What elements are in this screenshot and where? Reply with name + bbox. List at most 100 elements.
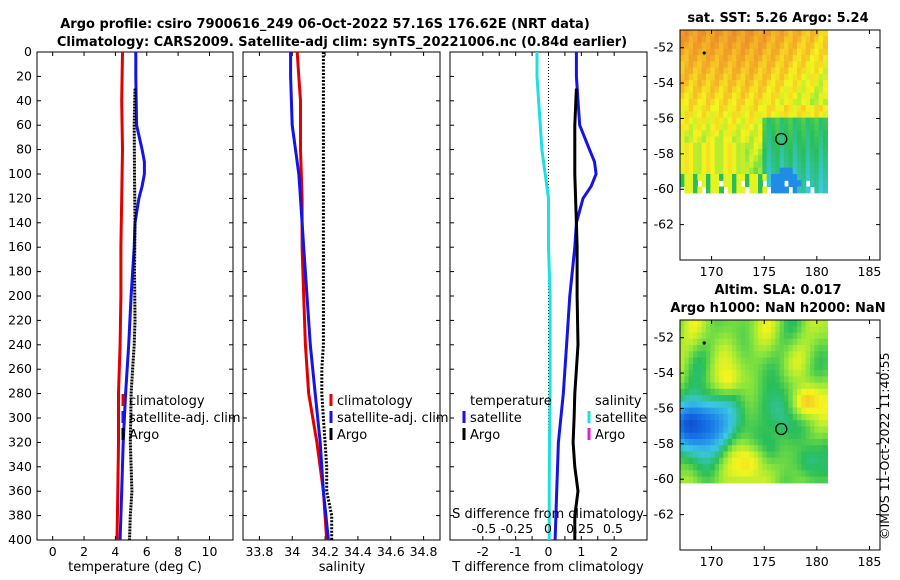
heatmap-cell (693, 117, 698, 125)
heatmap-cell (797, 363, 802, 371)
heatmap-cell (758, 105, 763, 112)
heatmap-cell (697, 86, 703, 94)
heatmap-cell (801, 463, 807, 471)
heatmap-cell (758, 376, 763, 384)
heatmap-cell (727, 155, 733, 163)
heatmap-cell (762, 320, 768, 327)
heatmap-cell (701, 320, 707, 327)
heatmap-cell (740, 130, 746, 138)
heatmap-cell (810, 155, 815, 163)
heatmap-cell (788, 382, 794, 390)
heatmap-cell (732, 463, 737, 471)
heatmap-cell (814, 363, 820, 371)
heatmap-cell (801, 86, 807, 94)
heatmap-cell (788, 30, 794, 37)
heatmap-cell (771, 186, 776, 194)
heatmap-cell (775, 55, 781, 62)
heatmap-cell (688, 376, 694, 384)
heatmap-cell (710, 426, 716, 434)
heatmap-cell (740, 86, 746, 94)
heatmap-cell (784, 445, 789, 453)
heatmap-cell (810, 363, 815, 371)
heatmap-cell (775, 142, 781, 150)
heatmap-cell (792, 173, 798, 181)
heatmap-cell (732, 401, 737, 409)
heatmap-cell (727, 438, 733, 446)
temperature-xlabel: temperature (deg C) (68, 560, 202, 575)
heatmap-cell (758, 42, 763, 50)
heatmap-cell (680, 363, 685, 371)
heatmap-cell (775, 395, 781, 402)
heatmap-cell (775, 130, 781, 138)
heatmap-cell (805, 80, 811, 87)
heatmap-cell (706, 48, 711, 56)
heatmap-cell (823, 395, 828, 402)
heatmap-cell (766, 80, 772, 87)
heatmap-cell (736, 357, 742, 365)
heatmap-cell (775, 136, 781, 144)
heatmap-cell (779, 186, 785, 194)
heatmap-cell (701, 117, 707, 125)
heatmap-cell (758, 180, 763, 188)
heatmap-cell (779, 320, 785, 327)
heatmap-cell (779, 117, 785, 125)
heatmap-cell (684, 123, 690, 131)
heatmap-cell (818, 438, 824, 446)
heatmap-cell (801, 470, 807, 478)
heatmap-cell (788, 92, 794, 100)
s-axis-tick-label: 0.25 (566, 521, 594, 536)
heatmap-cell (801, 338, 807, 346)
heatmap-cell (758, 451, 763, 459)
heatmap-cell (784, 148, 789, 156)
heatmap-cell (771, 438, 776, 446)
heatmap-cell (688, 338, 694, 346)
depth-tick-label: 80 (16, 142, 32, 157)
heatmap-cell (779, 155, 785, 163)
heatmap-cell (766, 451, 772, 459)
heatmap-cell (706, 345, 711, 352)
heatmap-cell (792, 426, 798, 434)
heatmap-cell (805, 432, 811, 440)
argo-position-marker (775, 132, 788, 146)
heatmap-cell (775, 61, 781, 69)
climatology-line (295, 51, 329, 541)
heatmap-cell (710, 136, 716, 144)
heatmap-cell (818, 326, 824, 334)
heatmap-cell (749, 86, 755, 94)
heatmap-cell (680, 382, 685, 390)
heatmap-cell (762, 148, 768, 156)
heatmap-cell (814, 401, 820, 409)
heatmap-cell (775, 407, 781, 415)
heatmap-cell (706, 420, 711, 428)
heatmap-cell (740, 363, 746, 371)
heatmap-cell (792, 370, 798, 377)
heatmap-cell (727, 123, 733, 131)
heatmap-cell (801, 363, 807, 371)
heatmap-cell (762, 48, 768, 56)
y-tick-label: -56 (654, 110, 674, 125)
heatmap-cell (788, 470, 794, 478)
heatmap-cell (723, 55, 729, 62)
heatmap-cell (766, 180, 772, 188)
heatmap-cell (680, 48, 685, 56)
heatmap-cell (693, 148, 698, 156)
heatmap-cell (680, 351, 685, 359)
heatmap-cell (714, 123, 720, 131)
heatmap-cell (758, 357, 763, 365)
heatmap-cell (801, 30, 807, 37)
heatmap-cell (719, 432, 724, 440)
heatmap-cell (801, 61, 807, 69)
heatmap-cell (701, 376, 707, 384)
heatmap-cell (753, 438, 759, 446)
heatmap-cell (779, 432, 785, 440)
x-tick-label: 34.6 (377, 544, 405, 559)
heatmap-cell (680, 111, 685, 119)
heatmap-cell (784, 420, 789, 428)
heatmap-cell (714, 111, 720, 119)
heatmap-cell (736, 98, 742, 106)
heatmap-cell (710, 86, 716, 94)
heatmap-cell (727, 363, 733, 371)
heatmap-cell (818, 42, 824, 50)
heatmap-cell (758, 86, 763, 94)
legend-label: Argo (337, 428, 367, 443)
